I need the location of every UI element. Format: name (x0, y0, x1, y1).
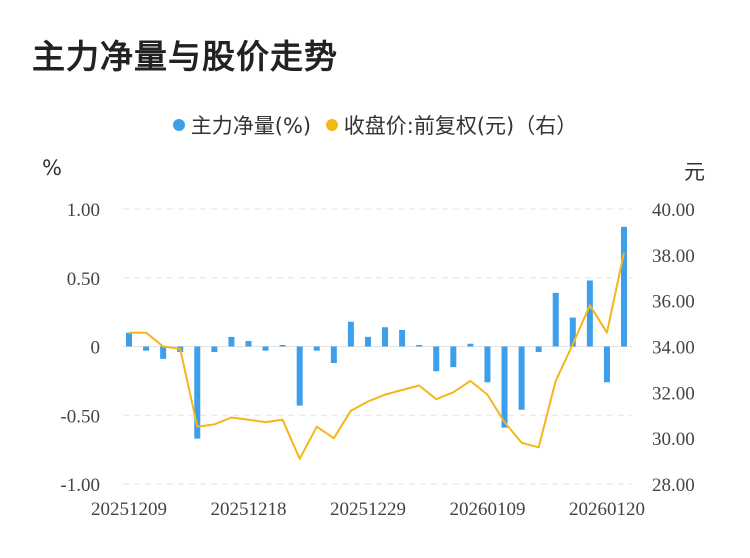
bar (330, 346, 337, 363)
bar (262, 346, 269, 351)
bar (126, 332, 132, 347)
legend-dot-icon (325, 119, 338, 131)
bar (296, 346, 303, 406)
y-left-tick-label: 0.50 (67, 269, 100, 290)
bar (433, 346, 440, 372)
y-right-tick-label: 38.00 (652, 246, 695, 267)
bar (160, 346, 167, 359)
legend-label: 主力净量(%) (190, 114, 312, 138)
left-axis-unit: % (42, 156, 62, 180)
bar (364, 336, 371, 347)
x-tick-label: 20251229 (330, 499, 406, 520)
y-right-tick-label: 34.00 (652, 338, 695, 359)
bar (603, 346, 610, 383)
bar (347, 321, 354, 347)
bar (621, 226, 627, 347)
bar (484, 346, 491, 383)
bar (399, 330, 406, 347)
bar (569, 317, 576, 347)
bar (143, 346, 150, 351)
y-right-tick-label: 28.00 (652, 475, 695, 496)
bar (416, 345, 423, 347)
bar (245, 341, 252, 347)
bar (586, 280, 593, 347)
bar (501, 346, 508, 428)
y-right-tick-label: 40.00 (652, 200, 695, 221)
x-tick-label: 20260109 (450, 499, 526, 520)
legend-dot-icon (172, 119, 185, 131)
chart-title: 主力净量与股价走势 (32, 37, 338, 76)
legend-label: 收盘价:前复权(元)（右） (343, 114, 578, 138)
y-left-tick-label: 0 (91, 338, 101, 359)
price-line (129, 252, 625, 460)
y-right-tick-label: 32.00 (652, 383, 695, 404)
legend-item-net-flow[interactable]: 主力净量(%) (172, 110, 312, 140)
legend-item-close-price[interactable]: 收盘价:前复权(元)（右） (325, 110, 578, 140)
bar (467, 343, 474, 347)
bar (552, 292, 559, 347)
y-left-tick-label: -0.50 (60, 406, 100, 427)
bar (228, 336, 235, 347)
x-tick-label: 20260120 (569, 499, 645, 520)
right-axis-unit: 元 (684, 160, 705, 184)
bar (382, 327, 389, 347)
bar (450, 346, 457, 368)
bar (279, 345, 286, 347)
x-tick-label: 20251218 (211, 499, 287, 520)
chart-legend: 主力净量(%) 收盘价:前复权(元)（右） (0, 110, 750, 140)
y-right-tick-label: 30.00 (652, 429, 695, 450)
bar (535, 346, 542, 352)
y-left-tick-label: 1.00 (67, 200, 100, 221)
y-left-tick-label: -1.00 (60, 475, 100, 496)
y-right-tick-label: 36.00 (652, 292, 695, 313)
bar (211, 346, 218, 352)
bar (194, 346, 201, 439)
x-tick-label: 20251209 (91, 499, 167, 520)
bar (518, 346, 525, 410)
bar (313, 346, 320, 351)
